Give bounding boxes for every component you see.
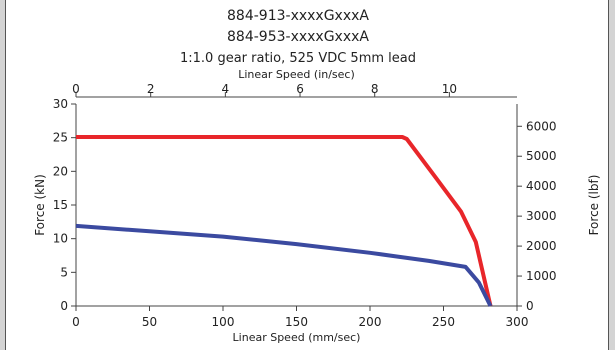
chart-title-line: 884-913-xxxxGxxxA: [227, 8, 369, 24]
x2-tick-label: 10: [442, 82, 457, 96]
chart-frame: 884-913-xxxxGxxxA 884-953-xxxxGxxxA 1:1.0 …: [5, 0, 609, 350]
x-tick-label: 50: [142, 315, 157, 329]
y-axis-label: Force (kN): [33, 174, 47, 236]
x-axis-label: Linear Speed (mm/sec): [233, 331, 361, 344]
x2-tick-label: 8: [371, 82, 379, 96]
x2-axis-label: Linear Speed (in/sec): [238, 68, 355, 81]
x-tick-label: 250: [432, 315, 455, 329]
y-tick-label: 10: [53, 232, 68, 246]
x-tick-label: 200: [359, 315, 382, 329]
x-tick-label: 0: [72, 315, 80, 329]
force-speed-chart: 884-913-xxxxGxxxA 884-953-xxxxGxxxA 1:1.0 …: [33, 8, 601, 344]
y-tick-label: 30: [53, 97, 68, 111]
y-tick-label: 15: [53, 198, 68, 212]
x2-tick-label: 4: [222, 82, 230, 96]
y2-tick-label: 2000: [526, 239, 557, 253]
y2-tick-label: 0: [526, 299, 534, 313]
y2-tick-label: 1000: [526, 269, 557, 283]
y2-axis-label: Force (lbf): [587, 175, 601, 236]
x2-tick-label: 0: [72, 82, 80, 96]
series-line-2: [75, 223, 493, 307]
y-tick-label: 25: [53, 131, 68, 145]
y2-tick-label: 3000: [526, 209, 557, 223]
y-tick-label: 20: [53, 164, 68, 178]
series-line-1: [76, 135, 493, 307]
x-tick-label: 150: [285, 315, 308, 329]
chart-title-line: 884-953-xxxxGxxxA: [227, 29, 369, 45]
chart-plot: [75, 135, 493, 307]
y-tick-label: 5: [60, 265, 68, 279]
x2-tick-label: 2: [147, 82, 155, 96]
x2-tick-label: 6: [296, 82, 304, 96]
x-tick-label: 300: [506, 315, 529, 329]
x-tick-label: 100: [212, 315, 235, 329]
chart-titles: 884-913-xxxxGxxxA 884-953-xxxxGxxxA 1:1.0 …: [180, 8, 416, 66]
chart-title-line: 1:1.0 gear ratio, 525 VDC 5mm lead: [180, 51, 416, 66]
y2-tick-label: 6000: [526, 119, 557, 133]
y2-tick-label: 4000: [526, 179, 557, 193]
y-tick-label: 0: [60, 299, 68, 313]
chart-axes: 0 50 100 150 200 250 3000 2 4 6 8 10051015202530010…: [33, 68, 601, 344]
y2-tick-label: 5000: [526, 149, 557, 163]
